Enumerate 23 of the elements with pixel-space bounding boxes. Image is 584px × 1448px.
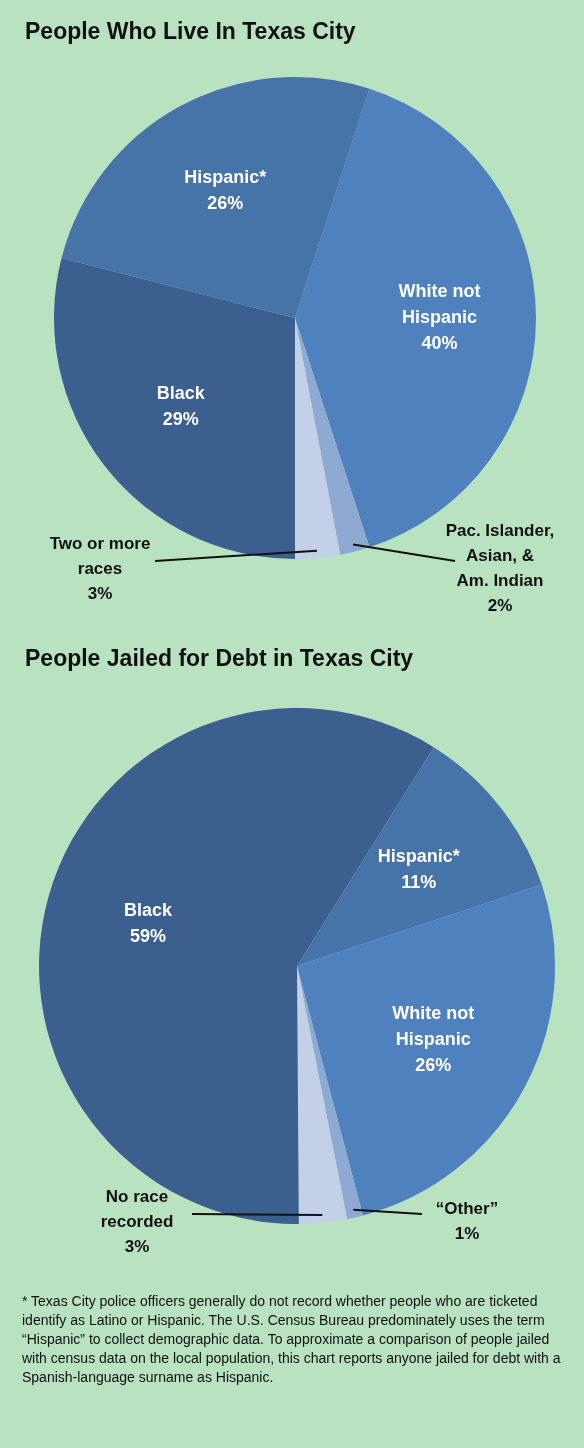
slice-label: Black — [156, 382, 206, 403]
data-label: 29% — [162, 408, 199, 429]
slice-label: Pac. Islander, Asian, & Am. Indian — [445, 521, 555, 591]
text: * Texas City police officers generally do not record whether people who are ticketed identify as Latino or Hispanic. The U.S. Census Bureau predominately uses the term “Hispanic” to collect demographic data. To approximate a comparison of people jailed with census data on the local population, this chart reports anyone jailed for debt with a Spanish-language surname as Hispanic. — [22, 1292, 562, 1387]
data-label: 40% — [421, 332, 458, 353]
data-label: 1% — [454, 1224, 480, 1244]
chart-title: People Jailed for Debt in Texas City — [25, 645, 414, 672]
data-label: 26% — [207, 193, 244, 214]
data-label: 59% — [130, 925, 167, 946]
slice-label: Two or more races — [49, 533, 151, 578]
data-label: 2% — [487, 596, 513, 616]
slice-label: Black — [124, 899, 174, 920]
data-label: 3% — [124, 1236, 150, 1256]
data-label: 3% — [87, 583, 113, 603]
slice-label: Hispanic* — [377, 846, 460, 867]
chart-title: People Who Live In Texas City — [25, 18, 356, 45]
slice-label: “Other” — [435, 1199, 499, 1219]
data-label: 26% — [415, 1054, 452, 1075]
slice-label: White not Hispanic — [398, 280, 481, 327]
data-label: 11% — [401, 872, 437, 893]
slice-label: No race recorded — [100, 1186, 174, 1231]
slice-label: Hispanic* — [184, 167, 267, 188]
slice-label: White not Hispanic — [392, 1002, 475, 1049]
